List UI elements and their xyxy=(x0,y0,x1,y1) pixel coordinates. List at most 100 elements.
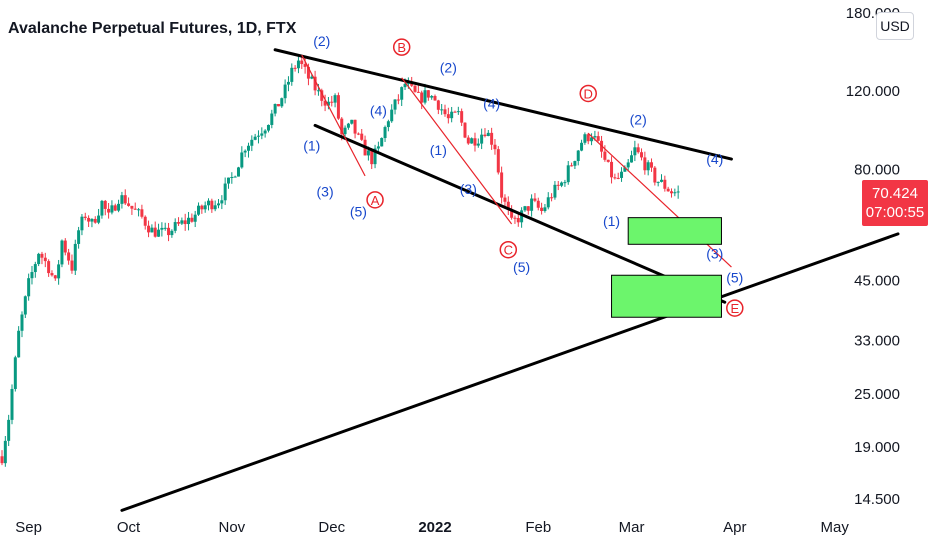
candle-body xyxy=(183,220,187,225)
y-tick-label: 80.000 xyxy=(854,161,900,178)
candle-body xyxy=(27,278,31,297)
candle-body xyxy=(177,222,181,224)
candle-body xyxy=(80,216,84,231)
candle-body xyxy=(510,209,514,218)
candle-body xyxy=(37,253,41,265)
candle-body xyxy=(430,96,434,98)
candle-body xyxy=(393,99,397,110)
candle-body xyxy=(10,388,14,420)
candle-body xyxy=(7,419,11,441)
trendline-upper xyxy=(273,48,733,161)
candle-body xyxy=(226,177,230,184)
candle-body xyxy=(490,132,494,145)
candle-body xyxy=(100,200,104,216)
candle-body xyxy=(376,146,380,149)
candle-body xyxy=(236,167,240,177)
wave-label: (2) xyxy=(630,112,647,128)
y-tick-label: 120.000 xyxy=(846,83,900,100)
candle-body xyxy=(133,208,137,210)
candle-body xyxy=(273,104,277,114)
candle-body xyxy=(283,84,287,99)
candle-body xyxy=(543,207,547,212)
candle-body xyxy=(446,114,450,119)
candle-body xyxy=(613,177,617,179)
price-axis[interactable]: 180.000120.00080.00045.00033.00025.00019… xyxy=(846,5,900,508)
wave-label: (2) xyxy=(313,33,330,49)
candle-body xyxy=(170,230,174,236)
candle-body xyxy=(420,92,424,103)
wave-label: (3) xyxy=(706,245,723,261)
candle-body xyxy=(110,205,114,213)
candle-body xyxy=(120,195,124,204)
candle-body xyxy=(330,101,334,103)
wave-label: (2) xyxy=(440,60,457,76)
candle-body xyxy=(633,147,637,156)
y-tick-label: 14.500 xyxy=(854,491,900,508)
wave-label: (3) xyxy=(317,183,334,199)
candle-body xyxy=(276,104,280,107)
candle-body xyxy=(503,197,507,202)
currency-button[interactable]: USD xyxy=(876,12,914,40)
time-axis[interactable]: Sep Oct Nov Dec 2022 Feb Mar Apr May xyxy=(15,519,849,536)
candle-body xyxy=(173,222,177,231)
candle-body xyxy=(563,182,567,184)
candle-body xyxy=(390,109,394,122)
candle-body xyxy=(526,206,530,211)
candle-body xyxy=(260,133,264,136)
candle-body xyxy=(663,179,667,189)
candle-body xyxy=(666,188,670,192)
candle-body xyxy=(127,203,131,206)
x-tick-label: Nov xyxy=(218,519,245,536)
candle-body xyxy=(17,330,21,358)
candle-body xyxy=(67,252,71,261)
candle-body xyxy=(33,264,37,273)
candle-body xyxy=(97,215,101,223)
chart-title: Avalanche Perpetual Futures, 1D, FTX xyxy=(8,20,297,37)
candle-body xyxy=(340,118,344,135)
candle-body xyxy=(233,176,237,178)
candle-body xyxy=(590,137,594,142)
candle-body xyxy=(610,161,614,178)
candle-body xyxy=(396,99,400,101)
candle-body xyxy=(63,240,67,253)
candle-body xyxy=(583,134,587,143)
candle-body xyxy=(73,243,77,271)
candle-body xyxy=(463,122,467,138)
wave-label: (1) xyxy=(303,138,320,154)
candle-body xyxy=(640,152,644,158)
wave-label: (5) xyxy=(350,204,367,220)
candle-body xyxy=(300,60,304,65)
candle-body xyxy=(556,184,560,186)
candle-body xyxy=(83,216,87,218)
candle-body xyxy=(473,138,477,146)
candle-body xyxy=(107,208,111,213)
y-tick-label: 19.000 xyxy=(854,439,900,456)
candle-body xyxy=(576,150,580,162)
x-tick-label: 2022 xyxy=(418,519,451,536)
candle-body xyxy=(423,90,427,103)
candle-body xyxy=(343,127,347,135)
wave-labels-layer: (2) B(2)(4) (4)(1) (1)(3) (3)(5)AC(5)D(2)(4)… xyxy=(303,33,744,317)
candle-body xyxy=(230,177,234,179)
x-tick-label: Feb xyxy=(525,519,551,536)
candle-body xyxy=(553,184,557,198)
candle-body xyxy=(333,95,337,103)
candle-body xyxy=(373,148,377,165)
candle-body xyxy=(616,177,620,179)
candle-body xyxy=(530,198,534,211)
wave-label: (4) xyxy=(706,151,723,167)
candle-body xyxy=(676,191,680,193)
candle-body xyxy=(243,150,247,153)
candle-body xyxy=(443,109,447,115)
y-tick-label: 33.000 xyxy=(854,332,900,349)
candle-body xyxy=(596,136,600,141)
candle-body xyxy=(370,150,374,165)
candle-body xyxy=(366,150,370,156)
candle-body xyxy=(520,210,524,223)
candle-body xyxy=(53,275,57,279)
candle-body xyxy=(0,456,4,464)
candle-body xyxy=(350,119,354,124)
last-price: 70.424 xyxy=(872,185,918,202)
trendlines-layer xyxy=(120,48,900,512)
